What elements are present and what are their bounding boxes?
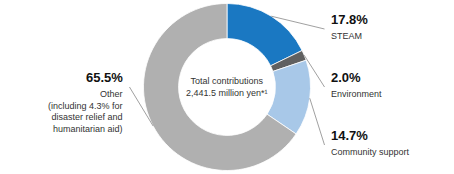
- svg-text:STEAM: STEAM: [331, 31, 362, 41]
- svg-text:Total contributions2,441.5 mil: Total contributions2,441.5 million yen*¹: [186, 76, 268, 98]
- svg-text:65.5%: 65.5%: [86, 70, 123, 85]
- svg-text:Environment: Environment: [331, 89, 382, 99]
- svg-text:Other(including 4.3% fordisast: Other(including 4.3% fordisaster relief …: [48, 89, 123, 134]
- svg-text:2.0%: 2.0%: [331, 70, 361, 85]
- svg-text:Community support: Community support: [331, 147, 410, 157]
- svg-text:14.7%: 14.7%: [331, 128, 368, 143]
- svg-text:17.8%: 17.8%: [331, 12, 368, 27]
